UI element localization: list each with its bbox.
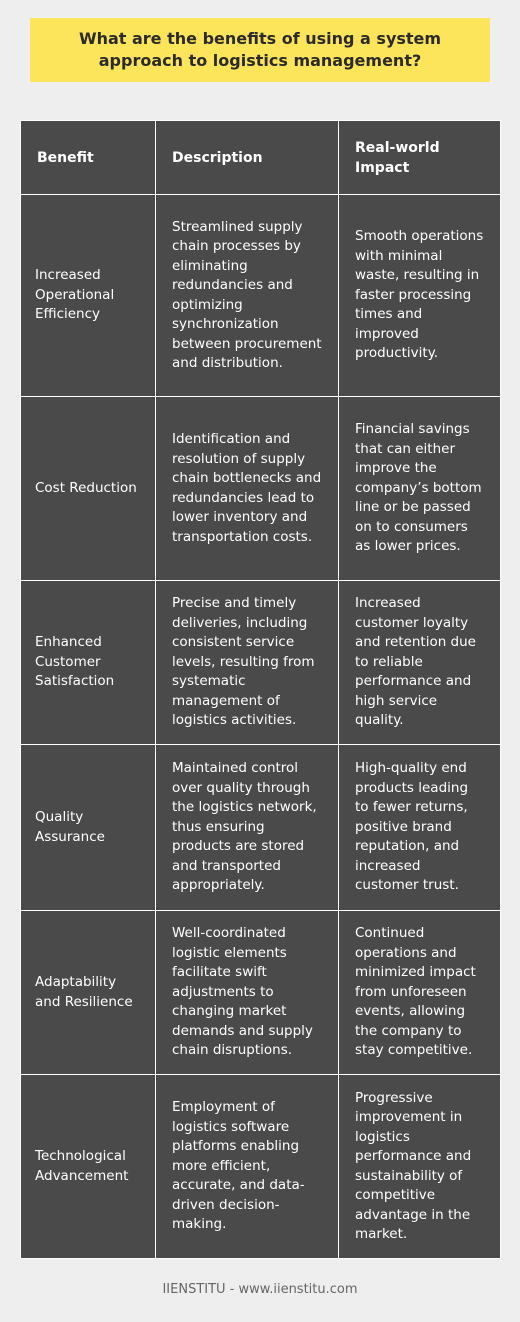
benefits-table: Benefit Description Real-world Impact In…	[20, 120, 501, 1259]
table-header-row: Benefit Description Real-world Impact	[20, 120, 501, 195]
description-cell: Precise and timely deliveries, including…	[155, 580, 339, 745]
description-cell: Employment of logistics software platfor…	[155, 1074, 339, 1259]
table-row: Cost Reduction Identification and resolu…	[20, 396, 501, 581]
page-title: What are the benefits of using a system …	[78, 29, 442, 70]
header-impact: Real-world Impact	[338, 120, 501, 195]
benefit-cell: Cost Reduction	[20, 396, 156, 581]
description-cell: Maintained control over quality through …	[155, 744, 339, 911]
benefit-cell: Technological Advancement	[20, 1074, 156, 1259]
benefit-cell: Adaptability and Resilience	[20, 910, 156, 1075]
impact-cell: Financial savings that can either improv…	[338, 396, 501, 581]
table-row: Technological Advancement Employment of …	[20, 1074, 501, 1259]
impact-cell: Smooth operations with minimal waste, re…	[338, 194, 501, 397]
benefit-cell: Increased Operational Efficiency	[20, 194, 156, 397]
title-banner: What are the benefits of using a system …	[30, 18, 490, 82]
footer-credit: IIENSTITU - www.iienstitu.com	[162, 1282, 358, 1297]
table-row: Quality Assurance Maintained control ove…	[20, 744, 501, 911]
impact-cell: High-quality end products leading to few…	[338, 744, 501, 911]
impact-cell: Continued operations and minimized impac…	[338, 910, 501, 1075]
benefit-cell: Enhanced Customer Satisfaction	[20, 580, 156, 745]
header-description: Description	[155, 120, 339, 195]
table-row: Adaptability and Resilience Well-coordin…	[20, 910, 501, 1075]
table-row: Enhanced Customer Satisfaction Precise a…	[20, 580, 501, 745]
header-benefit: Benefit	[20, 120, 156, 195]
description-cell: Well-coordinated logistic elements facil…	[155, 910, 339, 1075]
description-cell: Streamlined supply chain processes by el…	[155, 194, 339, 397]
description-cell: Identification and resolution of supply …	[155, 396, 339, 581]
impact-cell: Progressive improvement in logistics per…	[338, 1074, 501, 1259]
benefit-cell: Quality Assurance	[20, 744, 156, 911]
table-row: Increased Operational Efficiency Streaml…	[20, 194, 501, 397]
impact-cell: Increased customer loyalty and retention…	[338, 580, 501, 745]
